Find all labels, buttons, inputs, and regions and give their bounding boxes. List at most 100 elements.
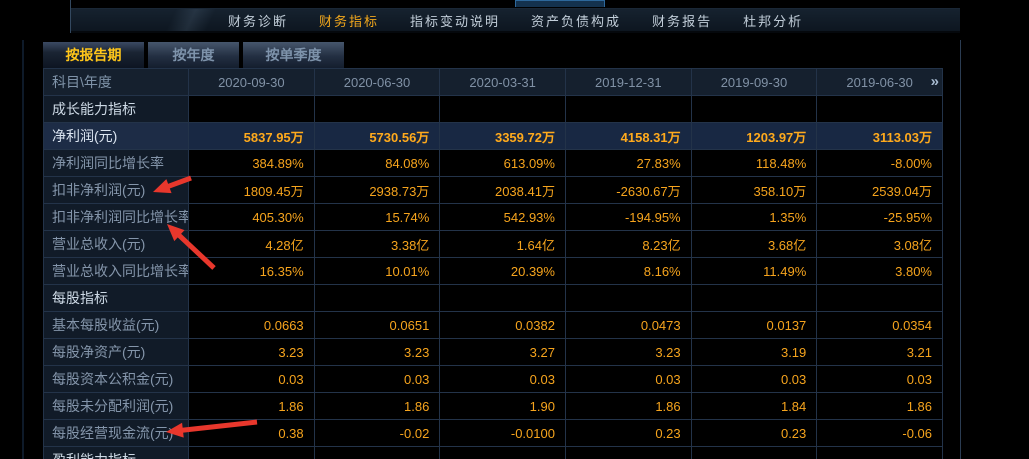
cell-value: 0.0473 [564,311,692,339]
cell-value [816,446,943,459]
cell-value: 3.08亿 [816,230,943,258]
cell-value: 0.38 [188,419,315,447]
row-label: 每股经营现金流(元) [43,419,189,447]
table-row[interactable]: 净利润(元) 5837.95万 5730.56万 3359.72万 4158.31万 12… [43,122,943,150]
column-header-date: 2020-06-30 [313,68,441,96]
more-columns-chevron-icon[interactable]: » [930,73,939,90]
cell-value: 0.03 [690,365,818,393]
cell-value: 1.84 [690,392,818,420]
cell-value: 1.90 [439,392,566,420]
row-label: 营业总收入(元) [43,230,189,258]
table-row[interactable]: 基本每股收益(元) 0.0663 0.0651 0.0382 0.0473 0.0137 0… [43,311,943,339]
table-row[interactable]: 营业总收入同比增长率 16.35% 10.01% 20.39% 8.16% 11.49% 3… [43,257,943,285]
cell-value: 0.03 [188,365,315,393]
cell-value: 0.23 [690,419,818,447]
table-row[interactable]: 扣非净利润同比增长率 405.30% 15.74% 542.93% -194.95% 1.… [43,203,943,231]
cell-value: 1.86 [188,392,315,420]
cell-value: 3.80% [816,257,943,285]
cell-value: 3.23 [313,338,441,366]
cell-value: 1203.97万 [690,122,818,150]
table-row[interactable]: 每股经营现金流(元) 0.38 -0.02 -0.0100 0.23 0.23 -0.06 [43,419,943,447]
nav-item-1[interactable]: 财务诊断 [228,13,289,29]
cell-value: 3359.72万 [439,122,566,150]
cell-value: 542.93% [439,203,566,231]
table-row[interactable]: 净利润同比增长率 384.89% 84.08% 613.09% 27.83% 118.48… [43,149,943,177]
period-tab-2[interactable]: 按年度 [148,42,239,68]
top-partial-tab[interactable] [515,0,605,7]
nav-item-6[interactable]: 杜邦分析 [743,13,804,29]
table-row[interactable]: 每股未分配利润(元) 1.86 1.86 1.90 1.86 1.84 1.86 [43,392,943,420]
cell-value: -0.02 [313,419,441,447]
nav-item-3[interactable]: 指标变动说明 [410,13,501,29]
cell-value: -194.95% [564,203,692,231]
cell-value [313,284,441,312]
row-label: 扣非净利润同比增长率 [43,203,189,231]
cell-value: 384.89% [188,149,315,177]
nav-item-2[interactable]: 财务指标 [319,13,380,29]
column-header-date: 2020-03-31 [439,68,566,96]
cell-value: 15.74% [313,203,441,231]
cell-value: 613.09% [439,149,566,177]
cell-value: 0.0663 [188,311,315,339]
period-tab-3[interactable]: 按单季度 [243,42,344,68]
cell-value: 11.49% [690,257,818,285]
row-label: 扣非净利润(元) [43,176,189,204]
cell-value: -25.95% [816,203,943,231]
row-label: 净利润(元) [43,122,189,150]
cell-value: 0.03 [439,365,566,393]
cell-value [690,284,818,312]
cell-value [816,284,943,312]
cell-value: -0.0100 [439,419,566,447]
cell-value: 0.03 [313,365,441,393]
cell-value: 358.10万 [690,176,818,204]
right-panel-divider [960,40,961,459]
cell-value: -0.06 [816,419,943,447]
cell-value: 0.0651 [313,311,441,339]
cell-value [690,95,818,123]
table-row[interactable]: 每股指标 [43,284,943,312]
cell-value: 1809.45万 [188,176,315,204]
indicator-table: 科目\年度 2020-09-30 2020-06-30 2020-03-31 2019… [43,68,943,459]
cell-value: 4158.31万 [564,122,692,150]
cell-value: 3.38亿 [313,230,441,258]
left-panel-divider [22,40,24,459]
row-label: 每股未分配利润(元) [43,392,189,420]
cell-value: 1.86 [564,392,692,420]
table-row[interactable]: 成长能力指标 [43,95,943,123]
table-row[interactable]: 扣非净利润(元) 1809.45万 2938.73万 2038.41万 -2630.67… [43,176,943,204]
row-label: 每股净资产(元) [43,338,189,366]
nav-item-5[interactable]: 财务报告 [652,13,713,29]
table-row[interactable]: 每股净资产(元) 3.23 3.23 3.27 3.23 3.19 3.21 [43,338,943,366]
cell-value: 4.28亿 [188,230,315,258]
row-label: 基本每股收益(元) [43,311,189,339]
cell-value: 27.83% [564,149,692,177]
cell-value [188,284,315,312]
table-row[interactable]: 每股资本公积金(元) 0.03 0.03 0.03 0.03 0.03 0.03 [43,365,943,393]
corner-header: 科目\年度 [43,68,189,96]
indicator-table-container: 科目\年度 2020-09-30 2020-06-30 2020-03-31 2019… [43,68,943,459]
cell-value: 16.35% [188,257,315,285]
cell-value: 8.23亿 [564,230,692,258]
column-header-date: 2019-12-31 [564,68,692,96]
cell-value: 405.30% [188,203,315,231]
cell-value: 20.39% [439,257,566,285]
top-nav-bar: 财务诊断 财务指标 指标变动说明 资产负债构成 财务报告 杜邦分析 [71,8,960,33]
cell-value: 118.48% [690,149,818,177]
cell-value: 3.23 [564,338,692,366]
cell-value: 2938.73万 [313,176,441,204]
table-row[interactable]: 盈利能力指标 [43,446,943,459]
cell-value: 1.35% [690,203,818,231]
column-header-date: 2019-06-30» [816,68,943,96]
cell-value: 3.19 [690,338,818,366]
cell-value [816,95,943,123]
column-header-date: 2019-09-30 [690,68,818,96]
cell-value [439,446,566,459]
row-label: 成长能力指标 [43,95,189,123]
period-tab-bar: 按报告期 按年度 按单季度 [43,42,344,68]
nav-left-edge-divider [70,0,71,33]
cell-value: 3.23 [188,338,315,366]
period-tab-1[interactable]: 按报告期 [43,42,144,68]
nav-item-4[interactable]: 资产负债构成 [531,13,622,29]
table-row[interactable]: 营业总收入(元) 4.28亿 3.38亿 1.64亿 8.23亿 3.68亿 3.08亿 [43,230,943,258]
